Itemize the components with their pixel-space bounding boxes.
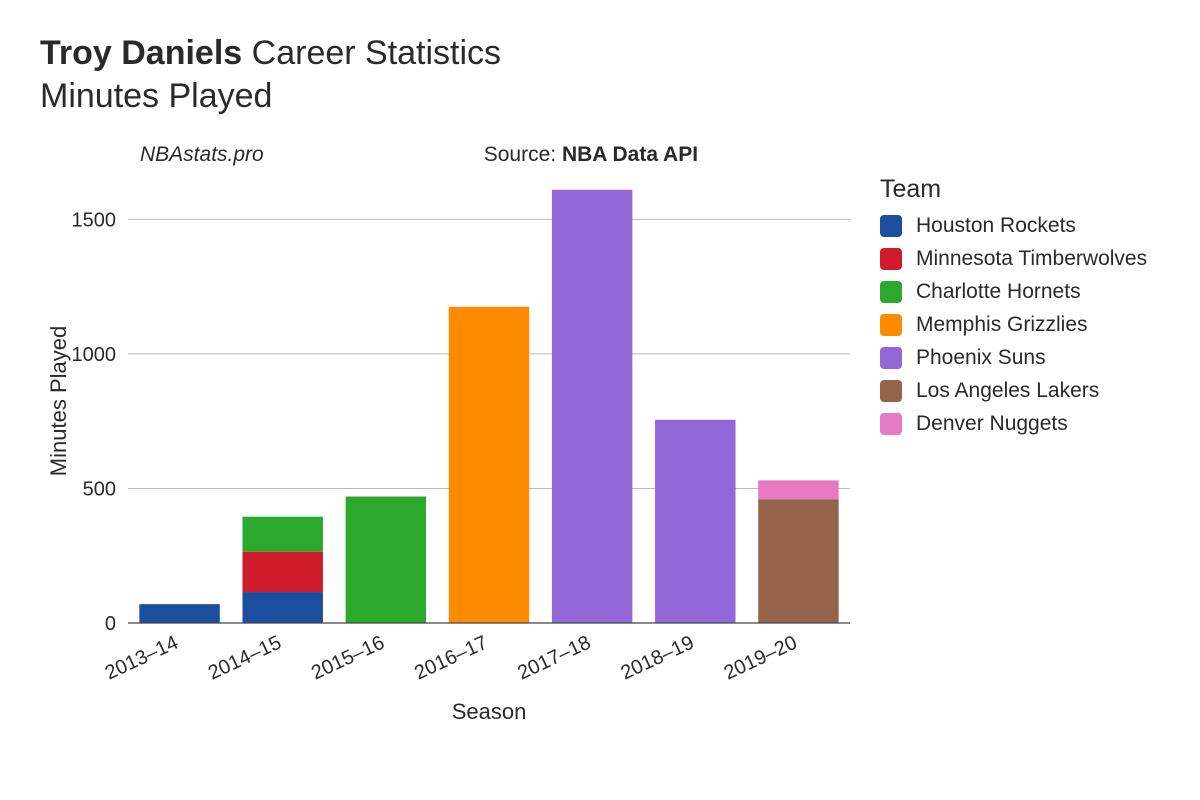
- site-credit: NBAstats.pro: [140, 143, 264, 167]
- legend-item: Houston Rockets: [880, 214, 1147, 238]
- legend-label: Memphis Grizzlies: [916, 313, 1088, 337]
- player-name: Troy Daniels: [40, 34, 242, 72]
- x-tick-label: 2015–16: [308, 632, 388, 685]
- legend-item: Phoenix Suns: [880, 346, 1147, 370]
- legend-label: Phoenix Suns: [916, 346, 1046, 370]
- y-tick-label: 1000: [72, 344, 117, 366]
- bar-segment: [242, 552, 322, 592]
- legend-item: Denver Nuggets: [880, 412, 1147, 436]
- stacked-bar-chart: 0 500 1000 1500 2013–14 2014–15 2015–16 2016–17…: [40, 173, 870, 733]
- title-block: Troy Daniels Career Statistics Minutes P…: [40, 32, 1160, 117]
- legend-swatch: [880, 413, 902, 435]
- title-suffix: Career Statistics: [252, 34, 501, 72]
- title-line-2: Minutes Played: [40, 75, 1160, 118]
- bar-segment: [346, 497, 426, 623]
- legend-swatch: [880, 380, 902, 402]
- bar-segment: [758, 480, 838, 499]
- source-credit: Source: NBA Data API: [484, 143, 698, 167]
- x-tick-label: 2019–20: [721, 632, 801, 685]
- bar-segment: [758, 499, 838, 623]
- legend-label: Charlotte Hornets: [916, 280, 1081, 304]
- x-tick-label: 2014–15: [205, 632, 285, 685]
- legend-item: Los Angeles Lakers: [880, 379, 1147, 403]
- chart-container: Troy Daniels Career Statistics Minutes P…: [0, 0, 1200, 800]
- legend-swatch: [880, 281, 902, 303]
- legend-title: Team: [880, 175, 1147, 204]
- x-axis-label: Season: [452, 699, 527, 724]
- bar-segment: [449, 307, 529, 623]
- legend: Team Houston Rockets Minnesota Timberwolv…: [880, 175, 1147, 445]
- y-tick-label: 0: [105, 613, 116, 635]
- bar-segment: [242, 592, 322, 623]
- bar-segment: [655, 420, 735, 623]
- legend-item: Memphis Grizzlies: [880, 313, 1147, 337]
- chart-area: 0 500 1000 1500 2013–14 2014–15 2015–16 2016–17…: [40, 173, 870, 733]
- x-tick-label: 2016–17: [411, 632, 491, 685]
- legend-label: Los Angeles Lakers: [916, 379, 1099, 403]
- bar-segment: [139, 604, 219, 623]
- legend-item: Charlotte Hornets: [880, 280, 1147, 304]
- legend-swatch: [880, 248, 902, 270]
- legend-swatch: [880, 314, 902, 336]
- title-line-1: Troy Daniels Career Statistics: [40, 32, 1160, 75]
- bar-segment: [242, 517, 322, 552]
- y-tick-label: 500: [83, 478, 116, 500]
- chart-row: 0 500 1000 1500 2013–14 2014–15 2015–16 2016–17…: [40, 173, 1160, 780]
- source-name: NBA Data API: [562, 143, 698, 166]
- meta-row: NBAstats.pro Source: NBA Data API: [40, 143, 1160, 167]
- source-prefix: Source:: [484, 143, 556, 166]
- legend-swatch: [880, 215, 902, 237]
- x-tick-label: 2013–14: [102, 632, 182, 685]
- legend-label: Minnesota Timberwolves: [916, 247, 1147, 271]
- y-tick-label: 1500: [72, 209, 117, 231]
- legend-label: Houston Rockets: [916, 214, 1076, 238]
- legend-item: Minnesota Timberwolves: [880, 247, 1147, 271]
- y-axis-label: Minutes Played: [46, 326, 71, 476]
- legend-swatch: [880, 347, 902, 369]
- x-tick-label: 2017–18: [514, 632, 594, 685]
- bar-segment: [552, 190, 632, 623]
- legend-items: Houston Rockets Minnesota Timberwolves Cha…: [880, 214, 1147, 436]
- legend-label: Denver Nuggets: [916, 412, 1068, 436]
- x-tick-label: 2018–19: [618, 632, 698, 685]
